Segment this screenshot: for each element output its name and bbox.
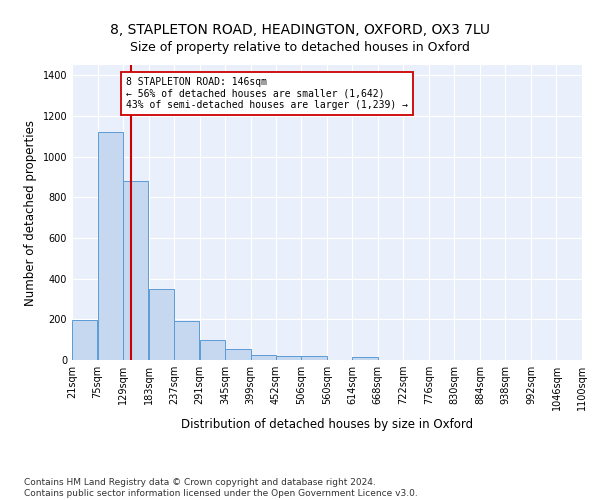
Bar <box>251 355 276 360</box>
Text: Contains HM Land Registry data © Crown copyright and database right 2024.
Contai: Contains HM Land Registry data © Crown c… <box>24 478 418 498</box>
Bar <box>225 350 251 360</box>
Bar <box>276 356 301 360</box>
Bar <box>200 340 225 360</box>
X-axis label: Distribution of detached houses by size in Oxford: Distribution of detached houses by size … <box>181 418 473 432</box>
Bar <box>352 357 377 360</box>
Bar <box>123 181 148 360</box>
Bar <box>72 320 97 360</box>
Y-axis label: Number of detached properties: Number of detached properties <box>24 120 37 306</box>
Bar <box>301 356 326 360</box>
Bar <box>149 289 174 360</box>
Text: 8 STAPLETON ROAD: 146sqm
← 56% of detached houses are smaller (1,642)
43% of sem: 8 STAPLETON ROAD: 146sqm ← 56% of detach… <box>126 77 408 110</box>
Text: Size of property relative to detached houses in Oxford: Size of property relative to detached ho… <box>130 41 470 54</box>
Bar <box>98 132 123 360</box>
Bar <box>174 320 199 360</box>
Text: 8, STAPLETON ROAD, HEADINGTON, OXFORD, OX3 7LU: 8, STAPLETON ROAD, HEADINGTON, OXFORD, O… <box>110 22 490 36</box>
